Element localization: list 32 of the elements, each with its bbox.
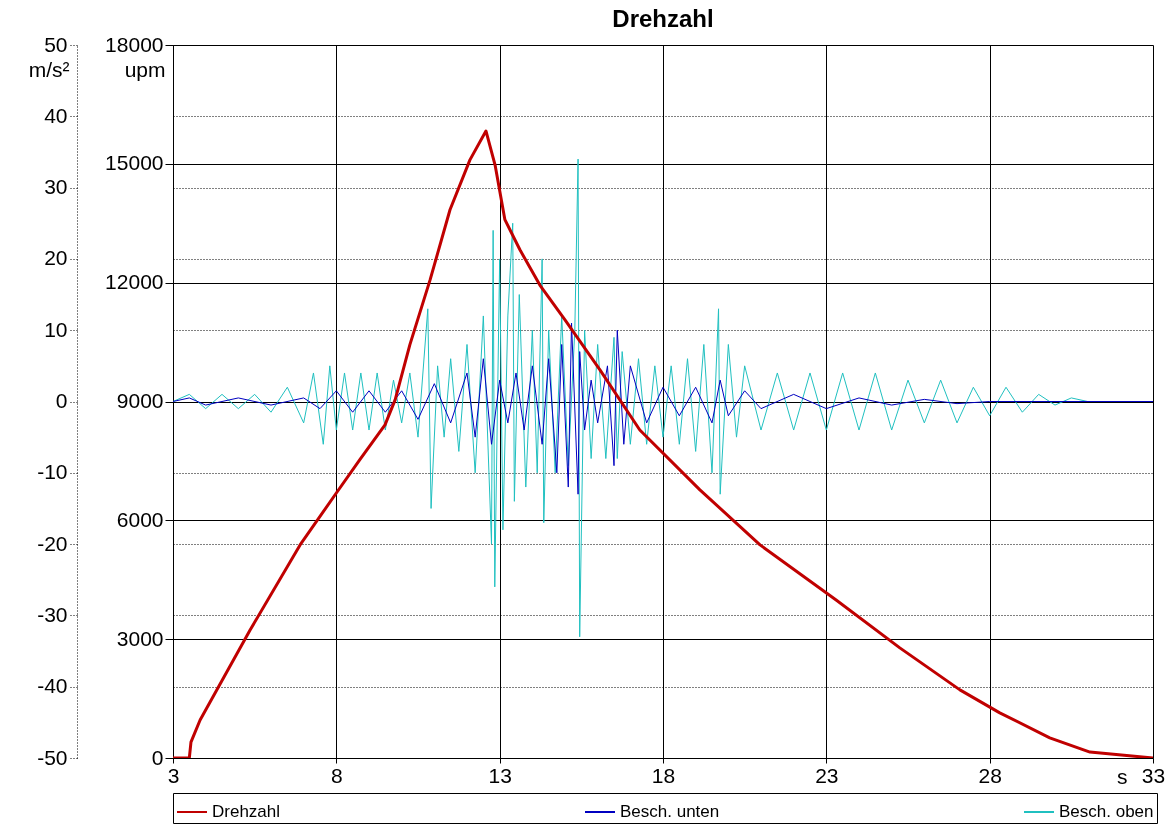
y-tick-label: 3000 xyxy=(116,626,164,650)
x-tick-label: 8 xyxy=(330,763,343,787)
y-tick-label: 9000 xyxy=(116,389,164,412)
y-tick-label: 15000 xyxy=(105,151,164,175)
legend-label: Drehzahl xyxy=(212,802,281,821)
y2-tick-label: 50 xyxy=(44,32,68,56)
y2-tick-label: -40 xyxy=(37,674,68,698)
y2-tick-label: 10 xyxy=(44,317,68,341)
y2-tick-label: -50 xyxy=(37,745,68,769)
legend-label: Besch. unten xyxy=(620,802,720,821)
y2-tick-label: -30 xyxy=(37,602,68,626)
x-tick-label: 33 xyxy=(1141,763,1166,787)
legend-label: Besch. oben xyxy=(1059,802,1154,821)
y-tick-label: 18000 xyxy=(105,32,164,56)
chart-title: Drehzahl xyxy=(612,5,714,32)
y2-axis-title: m/s² xyxy=(28,57,70,81)
x-tick-label: 13 xyxy=(488,763,512,787)
y2-tick-label: 20 xyxy=(44,246,68,270)
y-axis-title: upm xyxy=(124,57,166,81)
x-tick-label: 3 xyxy=(167,763,180,787)
y2-tick-label: 30 xyxy=(44,175,68,199)
y-tick-label: 0 xyxy=(151,745,164,769)
y-tick-label: 12000 xyxy=(105,270,164,294)
y2-tick-label: -10 xyxy=(37,460,68,484)
x-tick-label: 18 xyxy=(651,763,676,787)
y-tick-label: 6000 xyxy=(116,507,164,531)
y2-tick-label: -20 xyxy=(37,531,68,555)
y2-tick-label: 40 xyxy=(44,103,68,127)
y2-tick-label: 0 xyxy=(55,389,68,412)
x-axis-title: s xyxy=(1117,764,1128,788)
x-tick-label: 28 xyxy=(978,763,1002,787)
x-tick-label: 23 xyxy=(815,763,839,787)
